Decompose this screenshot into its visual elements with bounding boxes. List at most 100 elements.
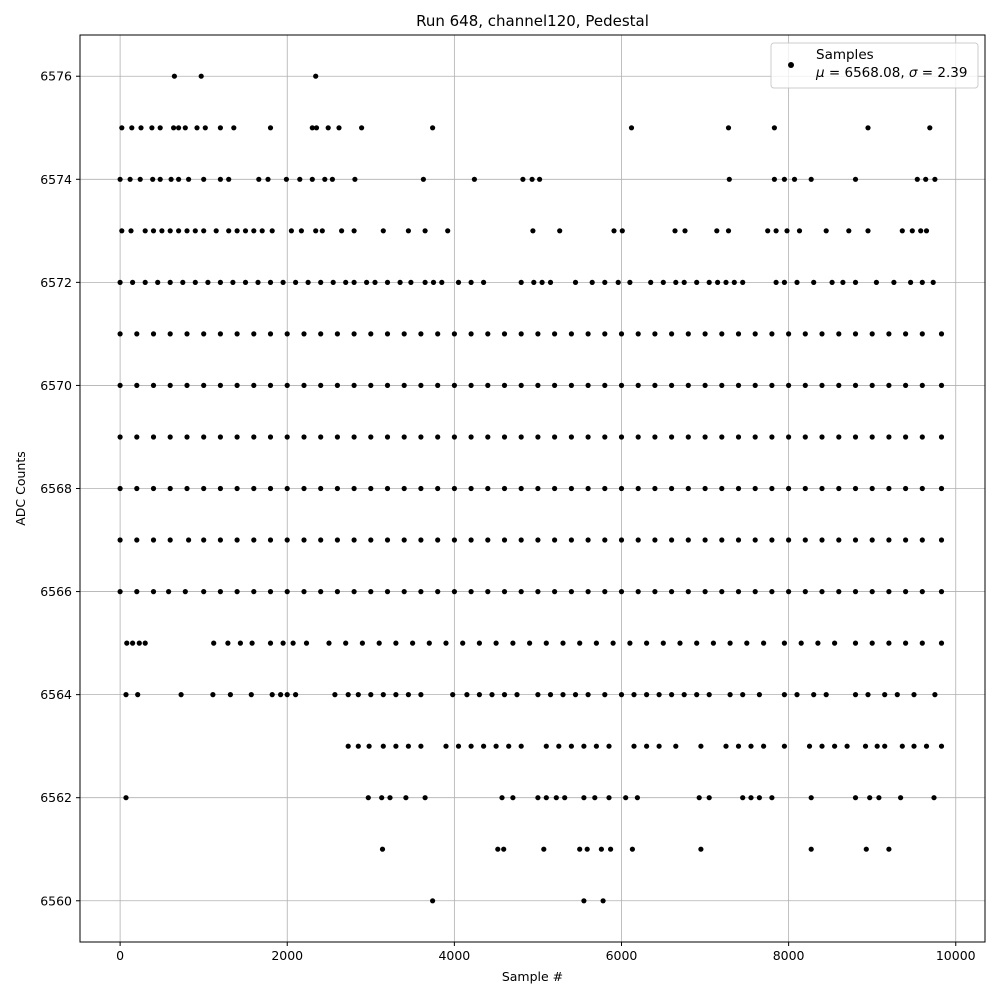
data-point [932, 176, 938, 182]
data-point [284, 589, 290, 595]
data-point [873, 279, 880, 285]
data-point [119, 125, 125, 131]
data-point [380, 743, 386, 749]
data-point [155, 279, 161, 285]
data-point [781, 692, 788, 698]
data-point [652, 331, 658, 337]
data-point [134, 537, 140, 543]
data-point [443, 640, 449, 646]
data-point [852, 692, 859, 698]
data-point [593, 743, 600, 749]
data-point [401, 382, 407, 388]
data-point [819, 589, 825, 595]
data-point [217, 434, 223, 440]
data-point [343, 640, 349, 646]
data-point [422, 228, 428, 234]
data-point [852, 331, 859, 337]
data-point [836, 589, 842, 595]
data-point [451, 331, 457, 337]
data-point [660, 279, 666, 285]
data-point [138, 125, 144, 131]
data-point [627, 279, 633, 285]
data-point [226, 228, 232, 234]
data-point [493, 743, 499, 749]
data-point [844, 743, 850, 749]
data-point [577, 846, 583, 852]
data-point [802, 382, 808, 388]
data-point [242, 228, 249, 234]
data-point [903, 434, 909, 440]
data-point [919, 434, 925, 440]
data-point [318, 331, 324, 337]
data-point [418, 485, 424, 492]
data-point [710, 640, 717, 646]
data-point [903, 537, 909, 543]
data-point [618, 589, 625, 595]
data-point [184, 382, 190, 388]
data-point [698, 846, 704, 852]
data-point [387, 795, 393, 801]
data-point [696, 795, 702, 801]
data-point [518, 485, 524, 492]
data-point [255, 279, 261, 285]
data-point [401, 331, 407, 337]
data-point [836, 331, 842, 337]
x-tick-label: 8000 [773, 948, 805, 963]
data-point [938, 537, 945, 543]
data-point [443, 743, 449, 749]
data-point [234, 382, 240, 388]
data-point [543, 795, 549, 801]
data-point [769, 434, 775, 440]
legend: Samples μ = 6568.08, σ = 2.39 [770, 42, 979, 89]
data-points [117, 73, 945, 904]
data-point [886, 434, 892, 440]
data-point [798, 640, 804, 646]
data-point [481, 743, 487, 749]
data-point [938, 589, 945, 595]
data-point [288, 228, 294, 234]
data-point [372, 279, 378, 285]
data-point [298, 228, 304, 234]
data-point [819, 743, 825, 749]
data-point [384, 485, 391, 492]
data-point [284, 692, 290, 698]
data-point [345, 743, 351, 749]
data-point [351, 434, 357, 440]
data-point [852, 640, 859, 646]
data-point [535, 589, 541, 595]
data-point [430, 125, 436, 131]
data-point [611, 228, 617, 234]
data-point [364, 279, 370, 285]
data-point [702, 485, 708, 492]
data-point [852, 485, 859, 492]
data-point [283, 176, 289, 182]
data-point [430, 898, 436, 904]
data-point [846, 228, 852, 234]
data-point [305, 279, 311, 285]
data-point [403, 795, 409, 801]
data-point [761, 640, 767, 646]
data-point [592, 795, 598, 801]
data-point [117, 434, 123, 440]
data-point [267, 434, 274, 440]
data-point [201, 331, 207, 337]
data-point [213, 228, 219, 234]
y-tick-label: 6574 [40, 172, 72, 187]
data-point [150, 485, 157, 492]
data-point [581, 743, 587, 749]
data-point [186, 537, 192, 543]
data-point [501, 692, 508, 698]
data-point [167, 331, 173, 337]
data-point [455, 743, 462, 749]
data-point [495, 846, 501, 852]
data-point [418, 692, 424, 698]
data-point [756, 692, 763, 698]
data-point [794, 692, 800, 698]
data-point [618, 331, 625, 337]
data-point [752, 485, 758, 492]
data-point [635, 589, 641, 595]
data-point [468, 537, 474, 543]
data-point [345, 692, 351, 698]
x-tick-label: 10000 [936, 948, 976, 963]
